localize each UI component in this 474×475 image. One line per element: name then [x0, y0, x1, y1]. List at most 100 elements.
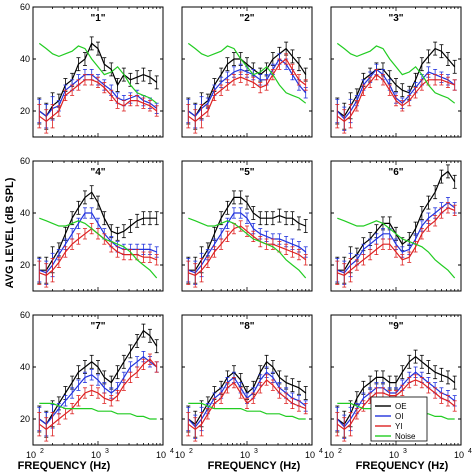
errorbar-yi [445, 76, 450, 88]
errorbar-yi [264, 79, 269, 91]
errorbar-oe [290, 211, 295, 226]
y-tick-label: 40 [20, 54, 30, 64]
errorbar-yi [212, 89, 217, 101]
errorbar-yi [154, 361, 159, 373]
y-tick-label: 60 [20, 156, 30, 166]
errorbar-yi [205, 256, 210, 269]
errorbar-yi [44, 109, 49, 134]
errorbar-yi [238, 220, 243, 232]
panel-label: "5" [239, 167, 254, 178]
series-noise-line [38, 42, 158, 104]
errorbar-yi [277, 387, 282, 399]
errorbar-oe [128, 219, 133, 233]
errorbar-oe [147, 70, 152, 85]
errorbar-yi [199, 258, 204, 283]
errorbar-oe [115, 78, 120, 92]
errorbar-yi [147, 353, 152, 365]
x-tick-label: 10 [454, 450, 464, 460]
x-tick-label: 10 [91, 450, 101, 460]
x-tick-exponent: 4 [468, 448, 472, 455]
errorbar-yi [303, 79, 308, 91]
errorbar-oe [76, 200, 81, 215]
errorbar-yi [452, 204, 457, 217]
errorbar-yi [433, 215, 438, 227]
errorbar-yi [37, 104, 42, 129]
x-tick-exponent: 3 [403, 448, 407, 455]
errorbar-oe [264, 354, 269, 369]
panel-8: 10 2 10 3 10 4 "8" [175, 314, 323, 460]
errorbar-oe [135, 334, 140, 348]
series-noise-line [187, 42, 307, 104]
errorbar-oe [89, 185, 94, 200]
errorbar-yi [296, 248, 301, 261]
errorbar-yi [102, 82, 107, 94]
errorbar-yi [56, 256, 61, 269]
errorbar-yi [44, 417, 49, 442]
errorbar-yi [219, 238, 224, 250]
errorbar-yi [141, 251, 146, 263]
errorbar-yi [354, 100, 359, 112]
errorbar-oe [433, 41, 438, 56]
errorbar-oe [231, 190, 236, 205]
errorbar-oi [128, 361, 133, 373]
errorbar-yi [154, 254, 159, 266]
errorbar-oe [135, 213, 140, 228]
panel-label: "2" [239, 13, 254, 24]
errorbar-yi [445, 202, 450, 214]
errorbar-oe [419, 354, 424, 369]
errorbar-oe [439, 367, 444, 382]
errorbar-oi [135, 356, 140, 368]
errorbar-oe [147, 211, 152, 226]
errorbar-oe [141, 67, 146, 82]
errorbar-yi [135, 366, 140, 378]
x-tick-label: 10 [324, 450, 334, 460]
errorbar-yi [245, 225, 249, 237]
errorbar-oe [296, 57, 301, 72]
errorbar-oe [109, 375, 114, 390]
errorbar-oe [70, 375, 75, 390]
errorbar-yi [76, 233, 81, 245]
errorbar-yi [115, 97, 120, 109]
series-noise-line [39, 217, 158, 279]
errorbar-oe [296, 380, 301, 395]
errorbar-yi [284, 392, 289, 404]
errorbar-yi [394, 246, 398, 258]
errorbar-oe [270, 360, 275, 374]
errorbar-yi [89, 74, 94, 86]
errorbar-yi [56, 413, 61, 425]
errorbar-yi [296, 400, 301, 412]
errorbar-oe [303, 386, 308, 400]
errorbar-oe [154, 211, 159, 226]
errorbar-oe [445, 52, 450, 66]
errorbar-oe [394, 78, 398, 92]
errorbar-yi [335, 412, 340, 437]
errorbar-oe [147, 328, 152, 343]
x-tick-label: 10 [26, 450, 36, 460]
errorbar-oe [96, 41, 100, 56]
errorbar-yi [251, 392, 256, 404]
errorbar-oe [284, 211, 289, 226]
errorbar-yi [439, 392, 444, 404]
errorbar-yi [212, 246, 217, 258]
errorbar-yi [342, 263, 347, 288]
errorbar-yi [238, 387, 243, 399]
errorbar-oe [82, 360, 87, 374]
series-noise-line [337, 217, 456, 279]
errorbar-yi [303, 402, 308, 415]
panel-label: "3" [388, 13, 403, 24]
errorbar-yi [419, 376, 424, 389]
errorbar-yi [439, 74, 444, 86]
errorbar-yi [193, 263, 198, 288]
errorbar-oi [63, 395, 68, 407]
errorbar-yi [354, 408, 359, 420]
x-tick-label: 10 [389, 450, 399, 460]
errorbar-oe [231, 52, 236, 66]
errorbar-yi [193, 109, 198, 134]
errorbar-yi [251, 230, 256, 243]
y-tick-label: 20 [20, 260, 30, 270]
errorbar-yi [128, 95, 133, 107]
x-tick-label: 10 [175, 450, 185, 460]
errorbar-yi [121, 248, 126, 261]
errorbar-yi [231, 74, 236, 86]
